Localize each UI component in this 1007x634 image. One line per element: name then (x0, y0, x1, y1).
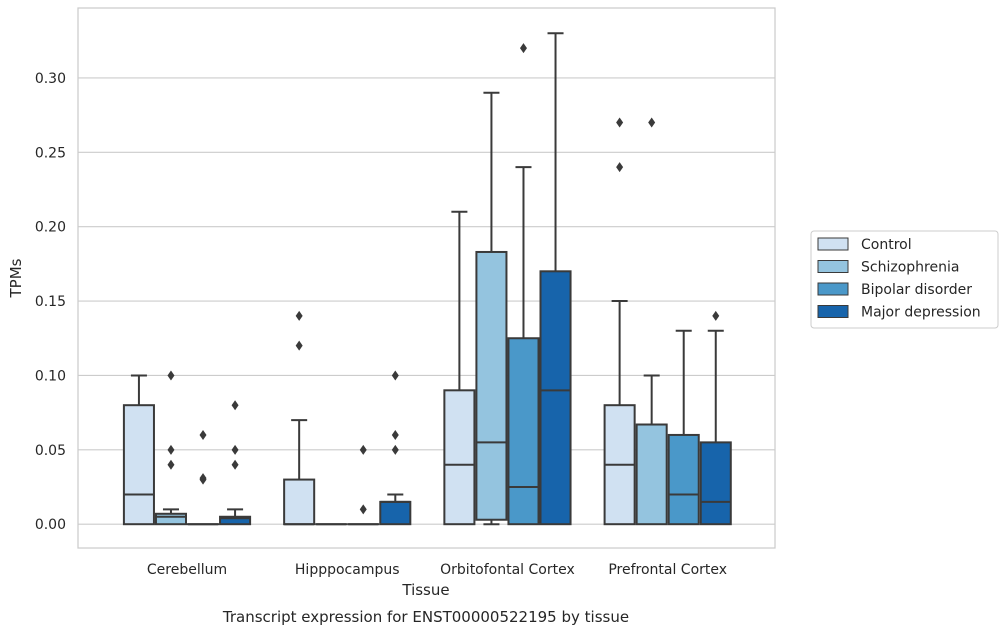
x-axis-ticks: Cerebellum Hipppocampus Orbitofontal Corte… (147, 562, 727, 578)
legend-swatch-0 (817, 237, 849, 251)
box-2-0 (187, 429, 220, 526)
outlier-point-0 (295, 340, 303, 351)
outlier-point-1 (391, 429, 399, 440)
outlier-point-1 (295, 310, 303, 321)
box-0-3 (603, 117, 636, 526)
box-body (507, 337, 540, 526)
outlier-point-1 (231, 444, 239, 455)
y-tick-label-4: 0.20 (35, 220, 66, 236)
series-1 (154, 91, 668, 526)
legend-swatch-2 (817, 282, 849, 296)
x-tick-label-2: Orbitofontal Cortex (440, 562, 575, 578)
box-2-1 (347, 444, 380, 526)
y-axis-ticks: 0.00 0.05 0.10 0.15 0.20 0.25 0.30 (35, 71, 66, 533)
outlier-point-2 (391, 370, 399, 381)
box-3-1 (379, 370, 412, 526)
box-body (443, 389, 476, 526)
outlier-point-1 (199, 473, 207, 484)
legend-label-3: Major depression (861, 305, 981, 321)
box-body (154, 512, 188, 526)
outlier-point-0 (167, 459, 175, 470)
legend: Control Schizophrenia Bipolar disorder Majo… (810, 230, 999, 329)
box-body (475, 250, 508, 521)
box-1-3 (635, 117, 668, 526)
outlier-point-1 (616, 117, 624, 128)
box-series (122, 32, 732, 526)
x-tick-label-3: Prefrontal Cortex (608, 562, 727, 578)
legend-label-1: Schizophrenia (861, 260, 959, 276)
outlier-point-2 (231, 400, 239, 411)
outlier-point-1 (359, 444, 367, 455)
x-tick-label-0: Cerebellum (147, 562, 227, 578)
outlier-point-0 (712, 310, 720, 321)
series-0 (122, 117, 636, 526)
outlier-point-0 (359, 504, 367, 515)
box-body (283, 478, 316, 526)
legend-swatch-3 (817, 305, 849, 318)
x-axis-title: Tissue (401, 581, 449, 599)
y-tick-label-1: 0.05 (35, 443, 66, 459)
box-body (539, 270, 572, 526)
legend-label-2: Bipolar disorder (861, 282, 972, 298)
box-body (699, 441, 732, 526)
box-2-2 (507, 43, 540, 526)
chart-caption: Transcript expression for ENST0000052219… (222, 608, 629, 626)
box-body (635, 423, 668, 526)
box-0-0 (122, 374, 155, 526)
box-body (379, 500, 412, 526)
y-axis-title: TPMs (7, 258, 25, 298)
outlier-point-0 (616, 162, 624, 173)
outlier-point-2 (199, 429, 207, 440)
box-3-0 (219, 400, 252, 526)
series-3 (219, 32, 732, 526)
outlier-point-0 (648, 117, 656, 128)
outlier-point-1 (167, 444, 175, 455)
outlier-point-0 (231, 459, 239, 470)
plot-frame (77, 7, 776, 549)
legend-swatch-1 (817, 260, 849, 273)
box-3-3 (699, 310, 732, 526)
box-0-1 (283, 310, 316, 526)
y-tick-label-5: 0.25 (35, 145, 66, 161)
legend-frame (810, 230, 999, 329)
box-body (122, 404, 155, 526)
y-tick-label-3: 0.15 (35, 294, 66, 310)
outlier-point-0 (519, 43, 527, 54)
outlier-point-0 (391, 444, 399, 455)
outlier-point-2 (167, 370, 175, 381)
box-body (219, 515, 252, 526)
y-tick-label-6: 0.30 (35, 71, 66, 87)
x-tick-label-1: Hipppocampus (295, 562, 400, 578)
box-2-3 (667, 329, 700, 526)
box-1-2 (475, 91, 508, 526)
box-body (667, 433, 700, 526)
box-1-0 (154, 370, 188, 526)
y-tick-label-2: 0.10 (35, 368, 66, 384)
legend-label-0: Control (861, 237, 912, 253)
box-0-2 (443, 210, 476, 526)
y-tick-label-0: 0.00 (35, 517, 66, 533)
series-2 (187, 43, 700, 526)
box-3-2 (539, 32, 572, 526)
